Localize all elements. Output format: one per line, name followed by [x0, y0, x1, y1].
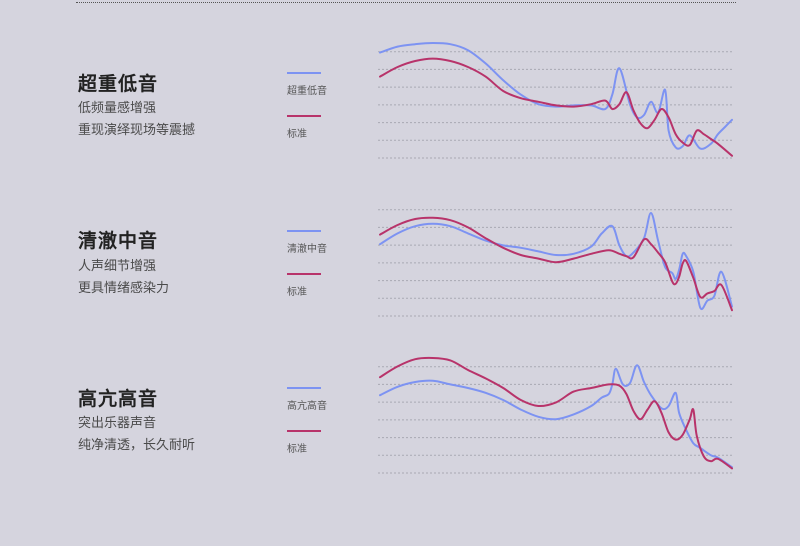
legend-item-enhanced: 超重低音: [287, 72, 347, 97]
legend-item-standard: 标准: [287, 115, 347, 140]
legend-item-standard: 标准: [287, 430, 347, 455]
panel-title: 高亢高音: [78, 388, 159, 410]
legend-swatch: [287, 115, 321, 117]
description-line: 人声细节增强: [78, 259, 157, 274]
legend-label: 标准: [287, 129, 307, 140]
frequency-chart: [378, 356, 734, 474]
panel-description: 低频量感增强 重现演绎现场等震撼: [78, 98, 195, 142]
legend-label: 清澈中音: [287, 244, 327, 255]
legend-swatch: [287, 273, 321, 275]
enhanced-series-line: [379, 42, 733, 150]
panel-treble: 高亢高音 突出乐器声音 纯净清透，长久耐听 高亢高音 标准: [0, 0, 800, 474]
panel-title: 清澈中音: [78, 230, 159, 252]
panel-mid: 清澈中音 人声细节增强 更具情绪感染力 清澈中音 标准: [0, 0, 800, 317]
legend-swatch: [287, 430, 321, 432]
legend-label: 超重低音: [287, 86, 327, 97]
frequency-chart: [378, 42, 734, 159]
panel-description: 突出乐器声音 纯净清透，长久耐听: [78, 413, 195, 457]
panel-description: 人声细节增强 更具情绪感染力: [78, 256, 169, 300]
standard-series-line: [379, 216, 733, 312]
legend-item-enhanced: 高亢高音: [287, 387, 347, 412]
standard-series-line: [379, 356, 733, 470]
frequency-chart: [378, 209, 734, 317]
top-divider: [76, 2, 736, 3]
description-line: 纯净清透，长久耐听: [78, 438, 196, 453]
panel-title: 超重低音: [78, 73, 159, 95]
legend-item-enhanced: 清澈中音: [287, 230, 347, 255]
description-line: 更具情绪感染力: [78, 281, 170, 296]
panel-bass: 超重低音 低频量感增强 重现演绎现场等震撼 超重低音 标准: [0, 0, 800, 160]
legend-label: 标准: [287, 287, 307, 298]
legend-swatch: [287, 387, 321, 389]
legend-label: 标准: [287, 444, 307, 455]
enhanced-series-line: [379, 364, 733, 469]
legend-label: 高亢高音: [287, 401, 327, 412]
legend-swatch: [287, 230, 321, 232]
description-line: 突出乐器声音: [78, 416, 157, 431]
description-line: 重现演绎现场等震撼: [78, 123, 196, 138]
standard-series-line: [379, 57, 733, 157]
legend-item-standard: 标准: [287, 273, 347, 298]
description-line: 低频量感增强: [78, 101, 157, 116]
legend-swatch: [287, 72, 321, 74]
